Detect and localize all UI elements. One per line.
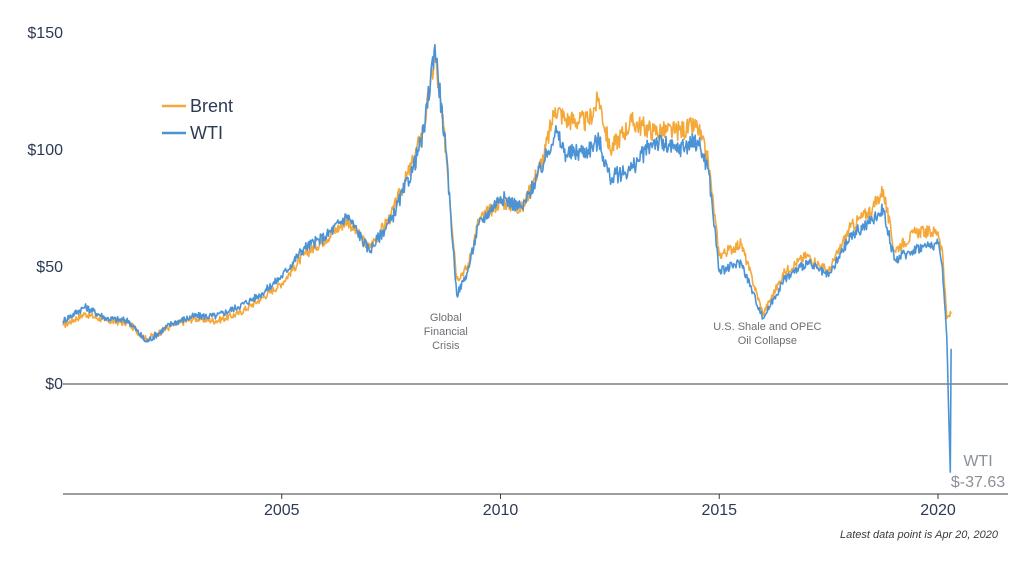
footnote: Latest data point is Apr 20, 2020	[840, 529, 999, 541]
legend-item-wti[interactable]: WTI	[162, 123, 223, 143]
annotation-line: Financial	[424, 326, 468, 338]
annotation-line: Global	[430, 312, 462, 324]
annotation-line: Oil Collapse	[738, 335, 797, 347]
annotation-line: Crisis	[432, 340, 460, 352]
x-tick-label: 2020	[920, 502, 956, 519]
x-tick-label: 2010	[483, 502, 519, 519]
y-tick-label: $100	[27, 142, 63, 159]
series-lines	[62, 43, 952, 473]
legend-item-brent[interactable]: Brent	[162, 96, 233, 116]
legend-label-wti: WTI	[190, 123, 223, 143]
annotation-line: U.S. Shale and OPEC	[713, 321, 821, 333]
wti-end-label-value: $-37.63	[951, 474, 1005, 491]
x-axis-ticks: 2005 2010 2015 2020	[264, 493, 956, 519]
x-tick-label: 2005	[264, 502, 300, 519]
event-annotations: Global Financial Crisis U.S. Shale and OPEC…	[424, 312, 822, 352]
series-line-wti	[62, 43, 952, 473]
y-tick-label: $150	[27, 25, 63, 42]
legend-label-brent: Brent	[190, 96, 233, 116]
wti-end-label-name: WTI	[963, 453, 992, 470]
annotation-text: Global Financial Crisis	[424, 312, 468, 352]
y-tick-label: $50	[36, 259, 63, 276]
y-axis-ticks: $150 $100 $50 $0	[27, 25, 63, 393]
legend[interactable]: Brent WTI	[162, 96, 233, 143]
y-tick-label: $0	[45, 376, 63, 393]
x-tick-label: 2015	[701, 502, 737, 519]
annotation-text: U.S. Shale and OPEC Oil Collapse	[713, 321, 821, 347]
